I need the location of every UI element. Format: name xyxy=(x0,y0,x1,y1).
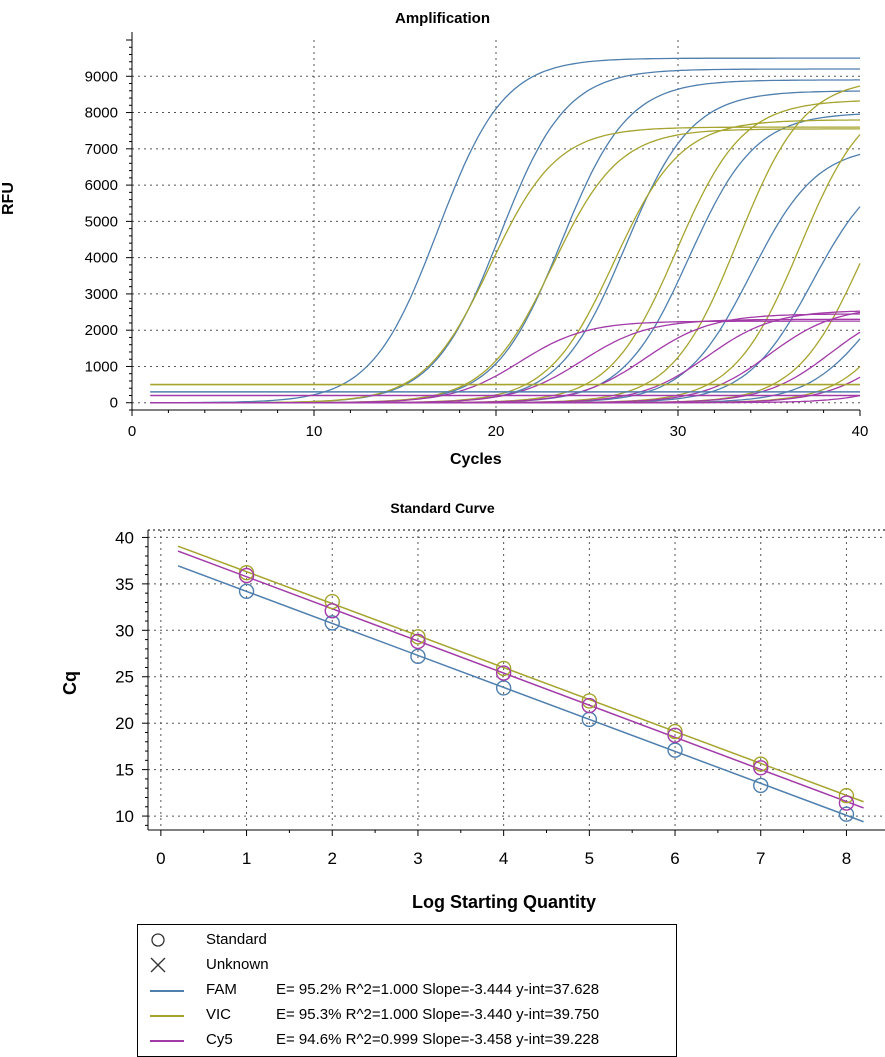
standard-point-cy5 xyxy=(753,760,769,776)
amplification-curve xyxy=(150,126,860,404)
x-tick-label: 2 xyxy=(328,849,337,868)
standard-point-vic xyxy=(324,593,340,610)
standard-point-fam xyxy=(753,777,769,794)
standard-point-cy5 xyxy=(238,567,255,584)
legend-series-name: Cy5 xyxy=(206,1031,233,1048)
fam-line-swatch xyxy=(150,990,184,992)
y-tick-label: 9000 xyxy=(85,68,118,85)
y-tick-label: 7000 xyxy=(85,141,118,158)
standard-point-vic xyxy=(410,629,426,645)
standard-curve-xlabel: Log Starting Quantity xyxy=(412,892,596,912)
y-tick-label: 0 xyxy=(110,395,118,412)
x-tick-label: 10 xyxy=(306,423,323,440)
x-tick-label: 3 xyxy=(413,849,422,868)
amplification-curve xyxy=(150,311,861,404)
legend-entry-fam: FAM E= 95.2% R^2=1.000 Slope=-3.444 y-in… xyxy=(138,979,676,1001)
standard-point-cy5 xyxy=(581,697,598,714)
amplification-curve xyxy=(150,318,860,404)
standard-point-fam xyxy=(410,648,426,665)
y-tick-label: 25 xyxy=(115,668,134,687)
x-tick-label: 7 xyxy=(756,849,765,868)
y-tick-label: 2000 xyxy=(85,322,118,339)
x-tick-label: 6 xyxy=(670,849,679,868)
standard-point-fam xyxy=(495,680,512,696)
x-tick-label: 30 xyxy=(670,423,687,440)
x-tick-label: 1 xyxy=(242,849,251,868)
standard-point-vic xyxy=(838,787,855,804)
amplification-curve xyxy=(150,128,860,404)
x-tick-label: 20 xyxy=(488,423,505,440)
y-tick-label: 6000 xyxy=(85,177,118,194)
legend-series-stats: E= 94.6% R^2=0.999 Slope=-3.458 y-int=39… xyxy=(276,1031,600,1048)
x-tick-label: 5 xyxy=(585,849,594,868)
standard-point-fam xyxy=(324,615,340,631)
legend-standard-row: Standard xyxy=(138,929,676,951)
standard-point-fam xyxy=(838,806,855,822)
y-tick-label: 1000 xyxy=(85,358,118,375)
x-tick-label: 0 xyxy=(128,423,136,440)
y-tick-label: 8000 xyxy=(85,105,118,122)
standard-curve-chart: 10 15 20 25 30 35 40 0 1 2 3 4 5 6 7 8 xyxy=(115,528,885,868)
amplification-curve xyxy=(150,320,860,404)
amplification-curve xyxy=(150,119,860,404)
legend-series-stats: E= 95.2% R^2=1.000 Slope=-3.444 y-int=37… xyxy=(276,981,600,998)
standard-point-cy5 xyxy=(495,665,512,681)
cross-marker-icon xyxy=(150,957,166,973)
x-tick-label: 0 xyxy=(156,849,165,868)
legend-entry-cy5: Cy5 E= 94.6% R^2=0.999 Slope=-3.458 y-in… xyxy=(138,1029,676,1051)
amplification-curve xyxy=(150,263,861,404)
legend-standard-label: Standard xyxy=(206,931,267,948)
amplification-title: Amplification xyxy=(394,10,490,27)
legend-series-name: FAM xyxy=(206,981,237,998)
standard-point-cy5 xyxy=(324,603,340,619)
standard-curve-title: Standard Curve xyxy=(390,500,495,516)
amplification-curve xyxy=(150,79,860,404)
x-tick-label: 40 xyxy=(852,423,869,440)
y-tick-label: 5000 xyxy=(85,213,118,230)
x-tick-label: 8 xyxy=(842,849,851,868)
standard-point-vic xyxy=(753,756,769,772)
circle-marker-icon xyxy=(151,933,165,947)
amplification-chart: 0 1000 2000 3000 4000 5000 6000 7000 8000 9000 0 10… xyxy=(85,32,869,440)
legend-series-name: VIC xyxy=(206,1006,232,1023)
amplification-curve xyxy=(150,100,861,404)
amplification-curve xyxy=(150,90,861,404)
amplification-xlabel: Cycles xyxy=(450,451,502,468)
vic-line-swatch xyxy=(150,1015,184,1017)
legend-entry-vic: VIC E= 95.3% R^2=1.000 Slope=-3.440 y-in… xyxy=(138,1004,676,1026)
standard-point-vic xyxy=(667,723,683,740)
fit-line-cy5 xyxy=(177,550,864,809)
y-tick-label: 3000 xyxy=(85,286,118,303)
standard-point-cy5 xyxy=(667,727,683,743)
legend-series-stats: E= 95.3% R^2=1.000 Slope=-3.440 y-int=39… xyxy=(276,1006,600,1023)
amplification-curve xyxy=(150,85,861,404)
y-tick-label: 35 xyxy=(115,575,134,594)
x-tick-label: 4 xyxy=(499,849,508,868)
fit-line-vic xyxy=(177,545,864,803)
standard-point-fam xyxy=(238,583,255,600)
standard-point-cy5 xyxy=(410,633,426,650)
legend-unknown-label: Unknown xyxy=(206,956,269,973)
y-tick-label: 30 xyxy=(115,621,134,640)
standard-point-fam xyxy=(667,742,683,758)
standard-point-vic xyxy=(495,660,512,677)
fit-line-fam xyxy=(177,565,864,823)
amplification-curve xyxy=(150,57,860,404)
amplification-curve xyxy=(150,113,861,404)
y-tick-label: 4000 xyxy=(85,250,118,267)
y-tick-label: 15 xyxy=(115,761,134,780)
y-tick-label: 40 xyxy=(115,528,134,547)
standard-point-cy5 xyxy=(838,795,855,811)
standard-point-vic xyxy=(581,693,598,709)
legend: Standard Unknown FAM E= 95.2% R^2=1.000 … xyxy=(137,924,677,1057)
cy5-line-swatch xyxy=(150,1040,184,1042)
amplification-curve xyxy=(150,313,860,404)
amplification-curve xyxy=(150,394,861,404)
amplification-curve xyxy=(150,310,861,404)
y-tick-label: 20 xyxy=(115,714,134,733)
legend-unknown-row: Unknown xyxy=(138,954,676,976)
y-tick-label: 10 xyxy=(115,807,134,826)
